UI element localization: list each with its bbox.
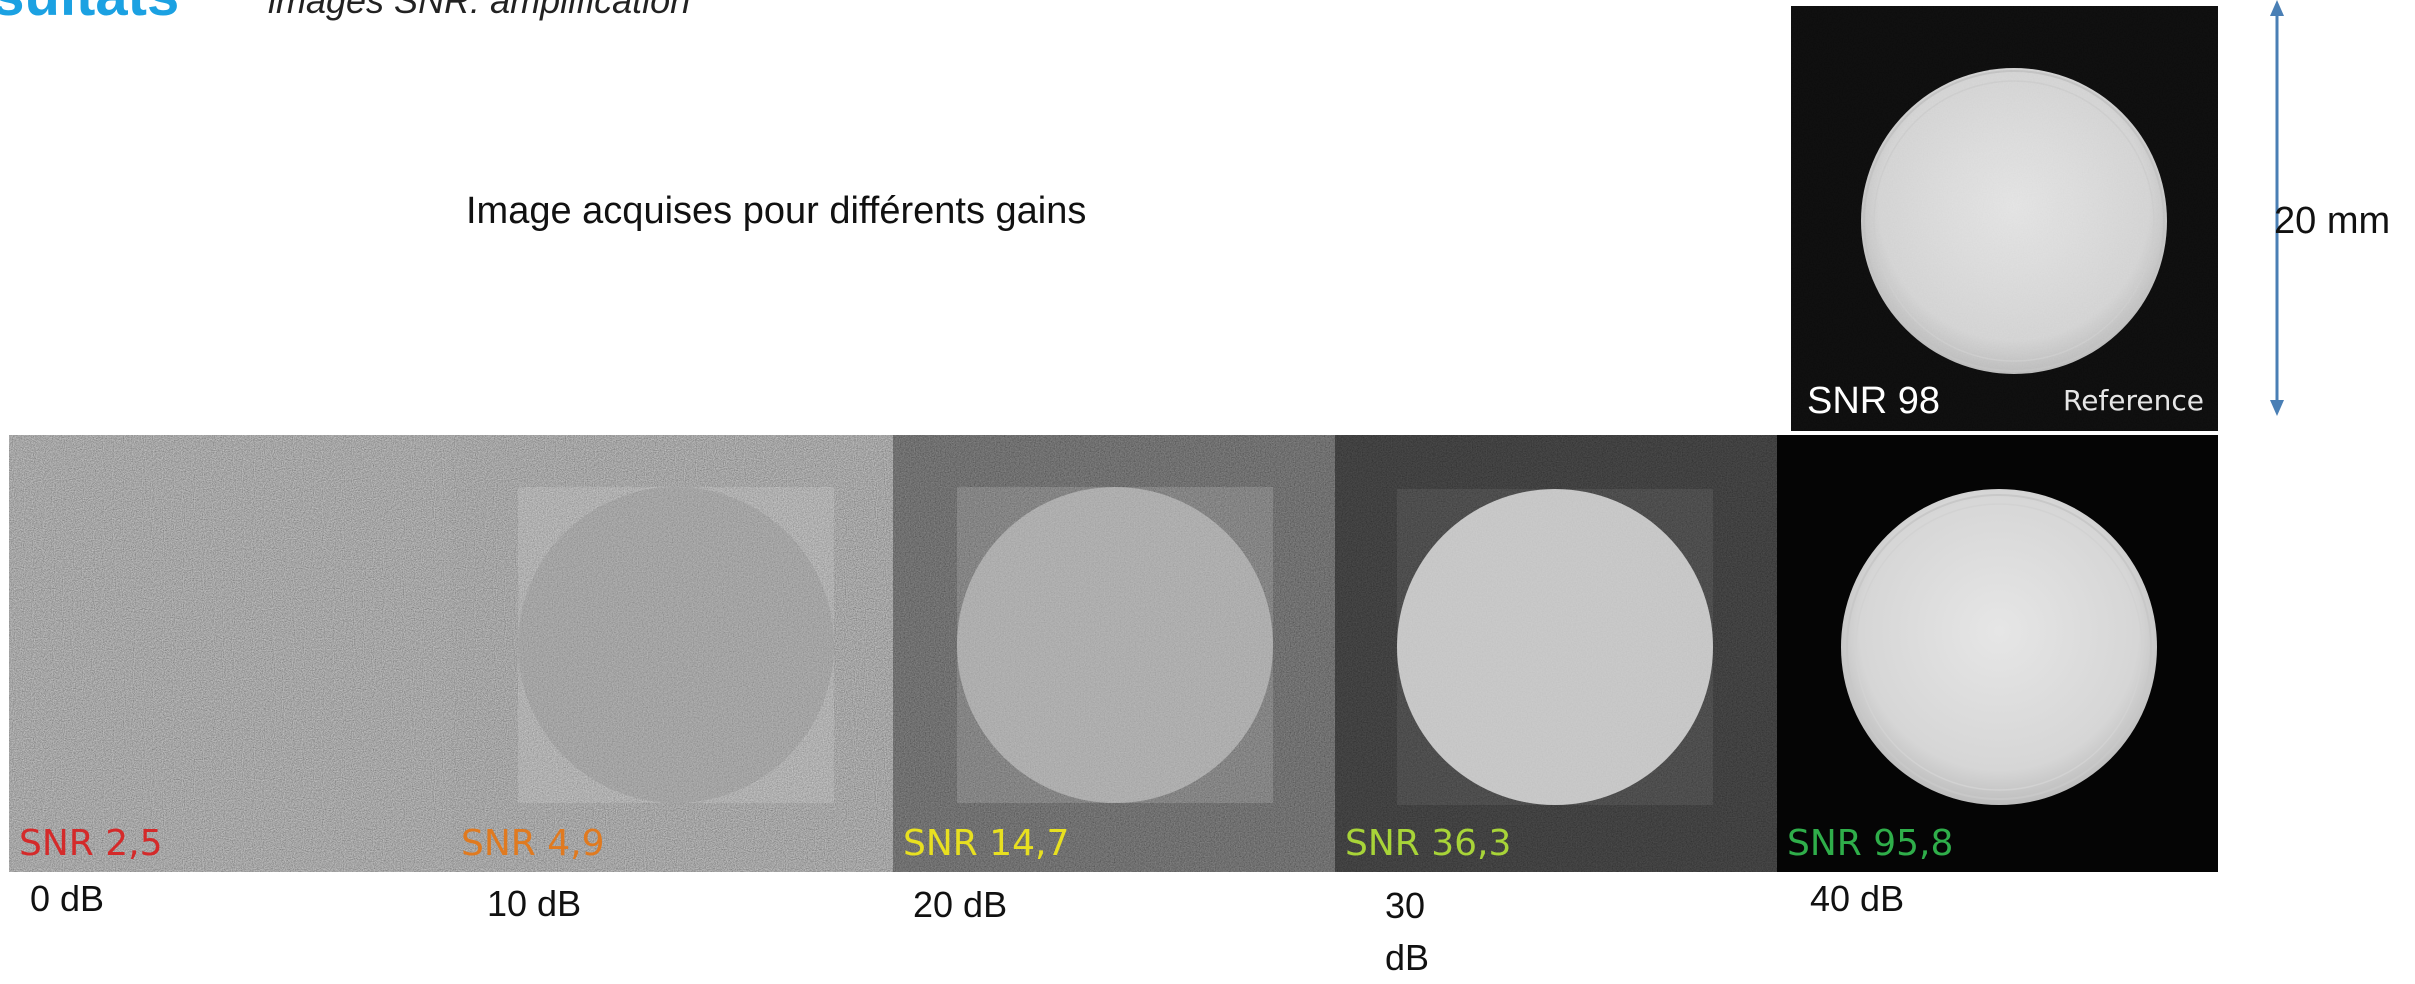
- phantom-30db: [1335, 435, 1777, 872]
- gain-image-10db: SNR 4,9: [451, 435, 893, 872]
- scale-label: 20 mm: [2274, 200, 2391, 242]
- gain-label-30db: 30 dB: [1385, 885, 1430, 978]
- phantom-0db: [9, 435, 451, 872]
- gain-label-10db: 10 dB: [487, 883, 582, 924]
- reference-phantom: [1791, 6, 2218, 431]
- snr-label-40db: SNR 95,8: [1787, 823, 1954, 864]
- gain-image-0db: SNR 2,5: [9, 435, 451, 872]
- reference-tag: Reference: [2063, 384, 2204, 417]
- gain-image-40db: SNR 95,8: [1777, 435, 2218, 872]
- gain-label-40db: 40 dB: [1810, 878, 1905, 919]
- slide-subtitle: images SNR: amplification: [268, 0, 691, 21]
- snr-label-30db: SNR 36,3: [1345, 823, 1512, 864]
- caption: Image acquises pour différents gains: [466, 190, 1087, 232]
- slide-title: esultats: [0, 0, 179, 29]
- snr-label-0db: SNR 2,5: [19, 823, 163, 864]
- gain-image-30db: SNR 36,3: [1335, 435, 1777, 872]
- phantom-40db: [1777, 435, 2218, 872]
- reference-image: SNR 98 Reference: [1791, 6, 2218, 431]
- snr-label-20db: SNR 14,7: [903, 823, 1070, 864]
- gain-label-20db: 20 dB: [913, 884, 1008, 925]
- gain-label-0db: 0 dB: [30, 878, 105, 919]
- phantom-20db: [893, 435, 1335, 872]
- reference-snr-label: SNR 98: [1807, 380, 1941, 422]
- scale-arrow: [2270, 0, 2284, 416]
- phantom-10db: [451, 435, 893, 872]
- snr-label-10db: SNR 4,9: [461, 823, 605, 864]
- gain-image-strip: SNR 2,5 SNR 4,9 SNR 14,7 SNR 36,3: [9, 435, 2218, 872]
- gain-image-20db: SNR 14,7: [893, 435, 1335, 872]
